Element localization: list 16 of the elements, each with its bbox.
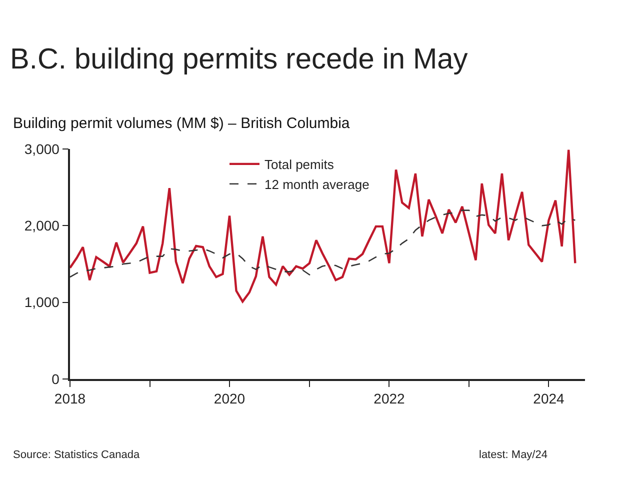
x-tick-label: 2022 [374, 390, 406, 407]
source-note: Source: Statistics Canada [13, 449, 140, 461]
y-tick-label: 2,000 [24, 218, 60, 234]
y-tick-label: 3,000 [24, 140, 60, 157]
y-tick-label: 1,000 [24, 294, 60, 310]
text: latest: May/24 [479, 449, 548, 461]
x-tick-label: 2018 [54, 390, 86, 407]
legend-label: Total pemits [264, 157, 334, 172]
x-tick-label: 2024 [533, 390, 565, 407]
line-series [70, 210, 576, 278]
line-series [70, 149, 576, 303]
legend-label: 12 month average [264, 176, 370, 192]
chart-subtitle: Building permit volumes (MM $) – British Columbia [13, 115, 350, 132]
y-tick-label: 0 [52, 370, 60, 387]
chart-title: B.C. building permits recede in May [10, 43, 468, 76]
x-tick-label: 2020 [214, 390, 246, 407]
